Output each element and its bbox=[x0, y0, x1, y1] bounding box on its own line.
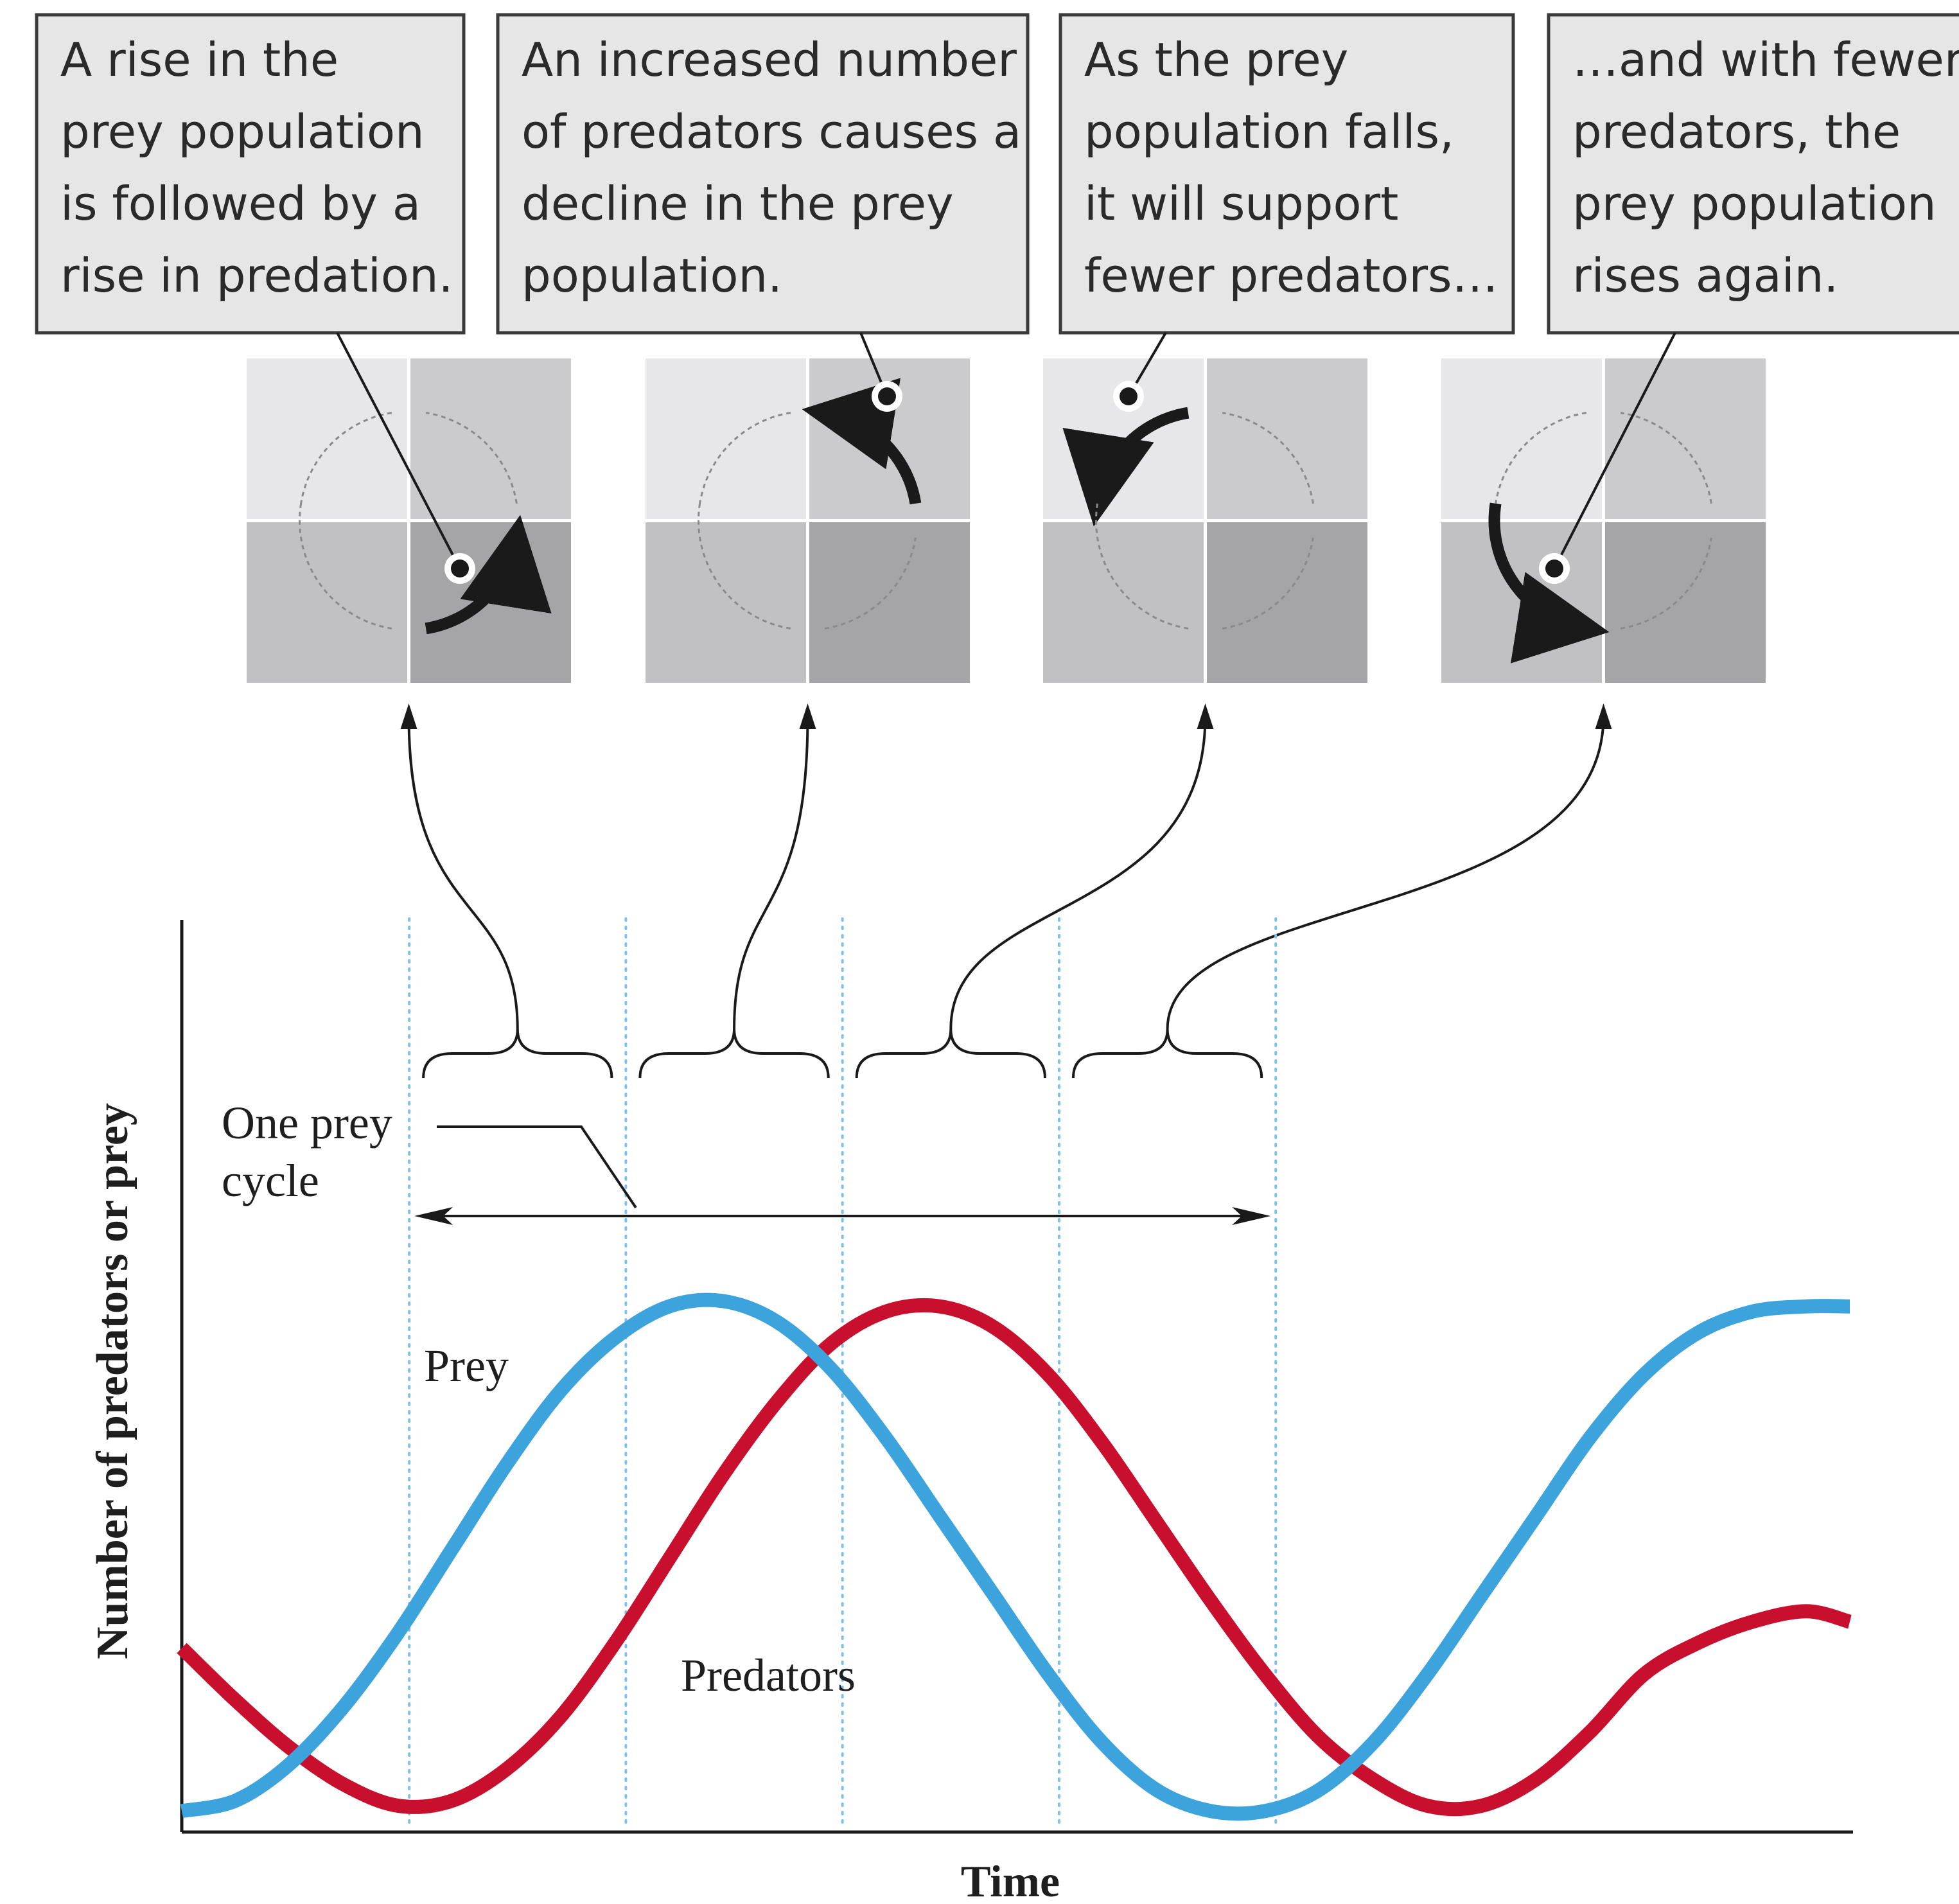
cycle-quadrant bbox=[646, 520, 808, 683]
cycle-panel bbox=[1043, 331, 1367, 683]
active-cycle-arrow bbox=[1488, 502, 1610, 664]
cycle-quadrant bbox=[1441, 358, 1604, 521]
cycle-quadrant bbox=[1603, 358, 1766, 521]
cycle-span-arrowhead-left bbox=[414, 1207, 453, 1225]
callout-frame bbox=[496, 13, 1030, 335]
pointer-dot bbox=[451, 560, 469, 577]
cycle-quadrant bbox=[1043, 520, 1206, 683]
cycle-quadrant bbox=[408, 358, 571, 521]
series-line-prey bbox=[180, 1292, 1850, 1821]
faded-cycle-arrow bbox=[425, 412, 518, 504]
callout-line: A rise in the bbox=[60, 33, 338, 87]
phase-brace bbox=[855, 1028, 1046, 1079]
phase-brace bbox=[638, 1028, 830, 1079]
chart-area: Prey Predators bbox=[177, 917, 1853, 1834]
cycle-quadrant bbox=[247, 520, 409, 683]
cycle-quadrant bbox=[646, 358, 808, 521]
faded-cycle-arrow bbox=[1620, 537, 1712, 630]
y-axis-label: Number of predators or prey bbox=[88, 1103, 137, 1659]
cycle-label-line: cycle bbox=[222, 1155, 319, 1206]
callout-group: A rise in the prey population is followed … bbox=[35, 13, 1959, 335]
faded-cycle-arrow bbox=[300, 412, 392, 504]
faded-cycle-arrow bbox=[699, 412, 791, 504]
callout-text: A rise in the prey population is followed … bbox=[60, 33, 453, 303]
faded-cycle-arrow bbox=[1222, 537, 1314, 630]
callout-text: An increased number of predators causes a… bbox=[522, 33, 1021, 303]
faded-cycle-arrow bbox=[1620, 412, 1712, 504]
cycle-label-leader bbox=[437, 1125, 637, 1209]
callout-box: A rise in the prey population is followed … bbox=[35, 13, 466, 335]
callout-line: it will support bbox=[1084, 177, 1398, 231]
callout-frame bbox=[35, 13, 466, 335]
cycle-quadrant bbox=[247, 358, 409, 521]
active-cycle-arrow bbox=[425, 515, 552, 635]
cycle-panel bbox=[1441, 332, 1766, 683]
connector-arrowhead bbox=[799, 703, 816, 729]
callout-text: …and with fewer predators, the prey popula… bbox=[1572, 33, 1959, 303]
cycle-panel bbox=[247, 332, 571, 683]
one-prey-cycle-label: One prey cycle bbox=[222, 1097, 404, 1206]
active-cycle-arrow bbox=[802, 378, 922, 505]
callout-frame bbox=[1059, 13, 1515, 335]
callout-line: prey population bbox=[1572, 177, 1937, 231]
faded-cycle-arrow bbox=[1495, 412, 1587, 504]
cycle-quadrant bbox=[807, 520, 970, 683]
cycle-label-line: One prey bbox=[222, 1097, 392, 1149]
cycle-quadrant bbox=[1205, 520, 1367, 683]
callout-line: An increased number bbox=[522, 33, 1017, 87]
callout-line: prey population bbox=[60, 105, 425, 159]
connector-arrowhead bbox=[400, 703, 417, 729]
pointer-dot bbox=[1120, 387, 1138, 405]
cycle-panels bbox=[247, 331, 1766, 683]
cycle-quadrant bbox=[1205, 358, 1367, 521]
callout-line: decline in the prey bbox=[522, 177, 954, 231]
callout-pointer-line bbox=[1553, 332, 1676, 569]
faded-cycle-arrow bbox=[1222, 412, 1314, 504]
connector-arrowhead bbox=[1595, 703, 1612, 729]
active-cycle-arrow bbox=[1062, 407, 1190, 527]
callout-line: is followed by a bbox=[60, 177, 421, 231]
callout-text: As the prey population falls, it will supp… bbox=[1084, 33, 1498, 303]
series-label-predators: Predators bbox=[681, 1650, 856, 1701]
callout-box: An increased number of predators causes a… bbox=[496, 13, 1030, 335]
pointer-dot bbox=[1545, 560, 1563, 577]
faded-cycle-arrow bbox=[824, 537, 917, 630]
callout-line: As the prey bbox=[1084, 33, 1348, 87]
callout-line: population. bbox=[522, 249, 782, 303]
callout-line: rise in predation. bbox=[60, 249, 453, 303]
callout-line: rises again. bbox=[1572, 249, 1838, 303]
series-label-prey: Prey bbox=[424, 1340, 509, 1391]
callout-line: predators, the bbox=[1572, 105, 1901, 159]
callout-pointer-line bbox=[336, 332, 461, 569]
faded-cycle-arrow bbox=[1095, 503, 1189, 630]
callout-box: …and with fewer predators, the prey popula… bbox=[1547, 13, 1959, 335]
connector-arrow bbox=[733, 716, 809, 1030]
cycle-quadrant bbox=[1603, 520, 1766, 683]
phase-braces bbox=[400, 703, 1612, 1079]
faded-cycle-arrow bbox=[299, 503, 392, 630]
x-axis-label: Time bbox=[961, 1857, 1060, 1904]
callout-line: of predators causes a bbox=[522, 105, 1021, 159]
faded-cycle-arrow bbox=[698, 503, 791, 630]
callout-box: As the prey population falls, it will supp… bbox=[1059, 13, 1515, 335]
pointer-dot bbox=[878, 387, 896, 405]
connector-arrow bbox=[1166, 716, 1605, 1030]
series-line-predators bbox=[177, 1298, 1852, 1817]
connector-arrowhead bbox=[1197, 703, 1214, 729]
connector-arrow bbox=[949, 716, 1207, 1030]
callout-line: fewer predators… bbox=[1084, 249, 1498, 303]
phase-brace bbox=[1071, 1028, 1263, 1079]
callout-line: …and with fewer bbox=[1572, 33, 1959, 87]
phase-brace bbox=[422, 1028, 613, 1079]
cycle-panel bbox=[646, 332, 970, 683]
connector-arrow bbox=[407, 716, 519, 1030]
callout-frame bbox=[1547, 13, 1959, 335]
cycle-span-arrowhead-right bbox=[1232, 1207, 1271, 1225]
callout-line: population falls, bbox=[1084, 105, 1454, 159]
